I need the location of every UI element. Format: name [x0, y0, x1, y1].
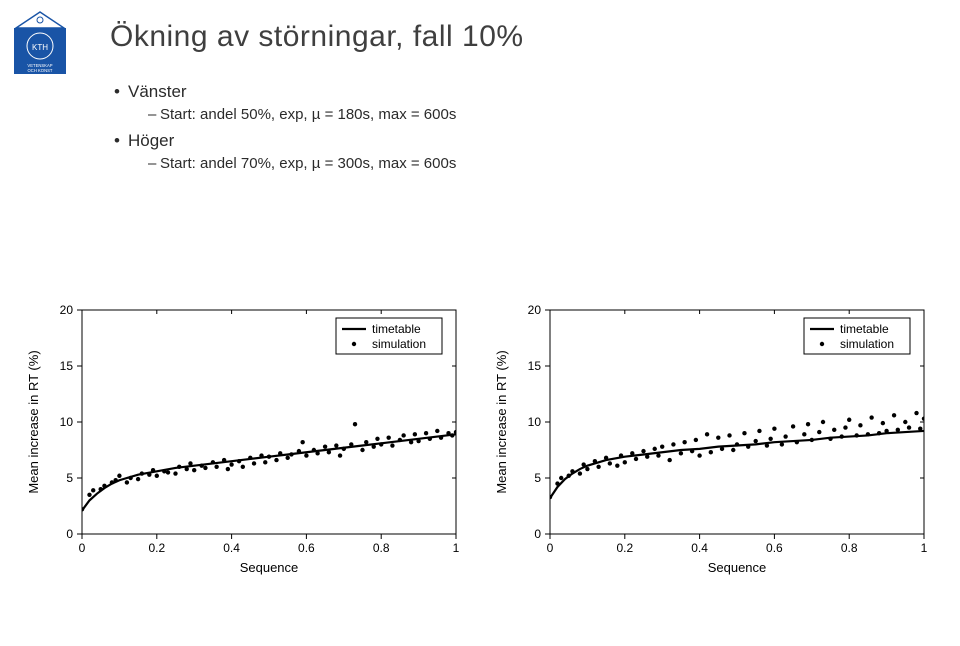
svg-text:timetable: timetable — [840, 322, 889, 336]
svg-text:0.6: 0.6 — [766, 541, 783, 555]
svg-text:0.2: 0.2 — [616, 541, 633, 555]
svg-text:0: 0 — [547, 541, 554, 555]
bullet-item: Höger Start: andel 70%, exp, µ = 300s, m… — [114, 131, 930, 172]
svg-text:1: 1 — [921, 541, 928, 555]
bullet-label: Höger — [128, 131, 174, 150]
page-title: Ökning av störningar, fall 10% — [110, 20, 930, 54]
svg-text:0: 0 — [66, 527, 73, 541]
svg-text:0.6: 0.6 — [298, 541, 315, 555]
svg-text:simulation: simulation — [372, 337, 426, 351]
svg-text:0.8: 0.8 — [373, 541, 390, 555]
kth-logo: KTH VETENSKAP OCH KONST — [14, 10, 66, 74]
left-chart-wrap: 00.20.40.60.8105101520SequenceMean incre… — [24, 300, 468, 585]
svg-text:20: 20 — [60, 303, 74, 317]
svg-text:0: 0 — [79, 541, 86, 555]
svg-text:10: 10 — [60, 415, 74, 429]
svg-text:OCH KONST: OCH KONST — [28, 68, 53, 73]
svg-text:KTH: KTH — [32, 43, 48, 52]
svg-text:5: 5 — [534, 471, 541, 485]
svg-text:simulation: simulation — [840, 337, 894, 351]
svg-text:1: 1 — [453, 541, 460, 555]
svg-text:Sequence: Sequence — [240, 560, 299, 575]
sub-bullet: Start: andel 70%, exp, µ = 300s, max = 6… — [148, 155, 930, 172]
content-area: Ökning av störningar, fall 10% Vänster S… — [110, 20, 930, 180]
svg-text:0.2: 0.2 — [148, 541, 165, 555]
svg-text:0.8: 0.8 — [841, 541, 858, 555]
svg-text:10: 10 — [528, 415, 542, 429]
svg-text:5: 5 — [66, 471, 73, 485]
svg-text:15: 15 — [60, 359, 74, 373]
svg-text:0.4: 0.4 — [691, 541, 708, 555]
bullet-label: Vänster — [128, 82, 187, 101]
right-chart: 00.20.40.60.8105101520SequenceMean incre… — [492, 300, 936, 585]
sub-bullet: Start: andel 50%, exp, µ = 180s, max = 6… — [148, 106, 930, 123]
svg-text:0.4: 0.4 — [223, 541, 240, 555]
svg-text:Sequence: Sequence — [708, 560, 767, 575]
svg-text:20: 20 — [528, 303, 542, 317]
svg-text:timetable: timetable — [372, 322, 421, 336]
svg-text:15: 15 — [528, 359, 542, 373]
svg-text:0: 0 — [534, 527, 541, 541]
svg-text:Mean increase in RT (%): Mean increase in RT (%) — [26, 350, 41, 493]
bullet-item: Vänster Start: andel 50%, exp, µ = 180s,… — [114, 82, 930, 123]
bullet-list: Vänster Start: andel 50%, exp, µ = 180s,… — [114, 82, 930, 172]
svg-text:Mean increase in RT (%): Mean increase in RT (%) — [494, 350, 509, 493]
charts-row: 00.20.40.60.8105101520SequenceMean incre… — [24, 300, 936, 585]
right-chart-wrap: 00.20.40.60.8105101520SequenceMean incre… — [492, 300, 936, 585]
left-chart: 00.20.40.60.8105101520SequenceMean incre… — [24, 300, 468, 585]
